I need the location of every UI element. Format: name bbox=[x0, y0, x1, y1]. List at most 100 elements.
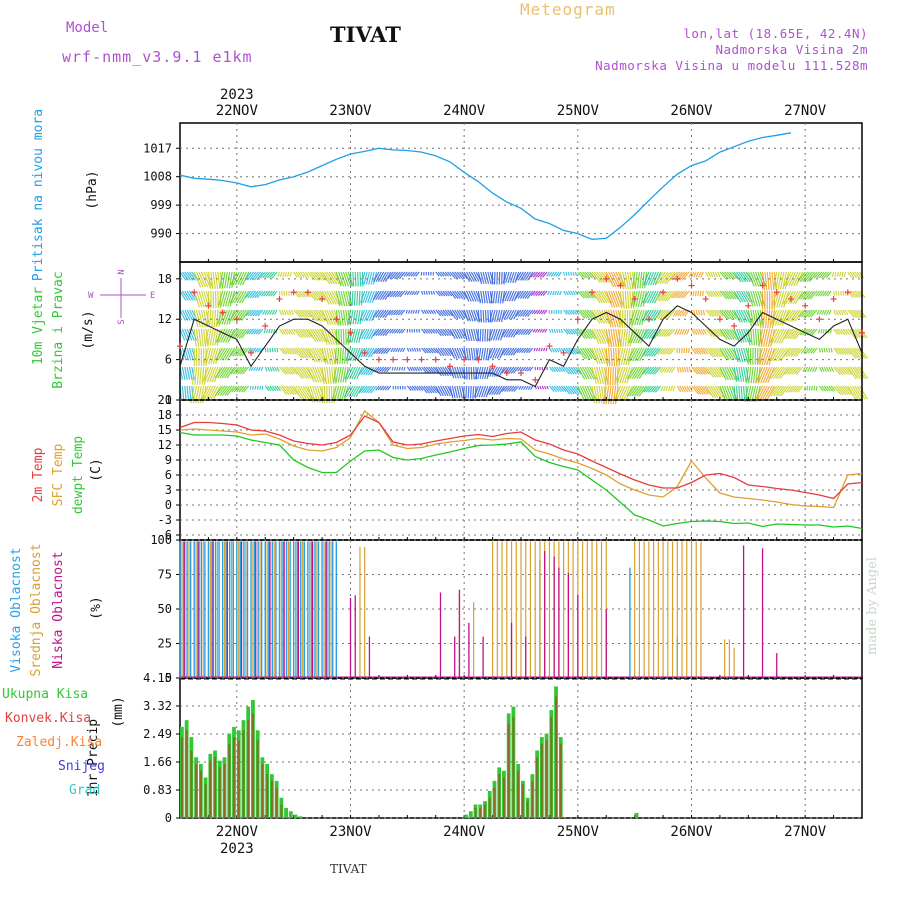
wind-barb bbox=[295, 290, 302, 298]
wind-barb bbox=[693, 366, 701, 375]
wind-barb bbox=[551, 347, 555, 353]
wind-barb bbox=[355, 385, 363, 398]
wind-barb bbox=[579, 385, 587, 400]
wind-barb bbox=[186, 347, 192, 361]
wind-barb bbox=[586, 271, 593, 279]
wind-barb bbox=[487, 271, 492, 284]
wind-barb bbox=[627, 328, 631, 347]
wind-barb bbox=[854, 290, 861, 298]
wind-barb bbox=[775, 347, 785, 362]
wind-barb bbox=[818, 328, 820, 334]
wind-barb bbox=[396, 271, 404, 280]
wind-barb bbox=[733, 309, 741, 323]
wind-barb bbox=[563, 385, 571, 395]
wind-barb bbox=[695, 366, 703, 375]
wind-barb bbox=[353, 290, 356, 306]
wind-barb bbox=[470, 271, 478, 282]
wind-barb bbox=[698, 385, 707, 395]
wind-barb bbox=[811, 366, 816, 373]
wind-barb bbox=[532, 328, 536, 333]
wind-barb bbox=[540, 347, 543, 352]
wind-barb bbox=[389, 271, 396, 280]
wind-barb bbox=[208, 385, 217, 401]
wind-barb bbox=[619, 328, 624, 347]
wind-barb bbox=[428, 366, 435, 374]
wind-barb bbox=[199, 366, 202, 385]
wind-barb bbox=[670, 366, 676, 373]
wind-barb bbox=[483, 347, 487, 361]
wind-barb bbox=[570, 385, 578, 395]
wind-axis-title: 10m Vjetar bbox=[31, 287, 46, 365]
wind-barb bbox=[345, 290, 350, 307]
pressure-line bbox=[179, 132, 792, 240]
wind-barb bbox=[396, 328, 401, 334]
wind-barb bbox=[671, 290, 678, 299]
wind-barb bbox=[286, 347, 293, 355]
precip-conv-bar bbox=[199, 770, 202, 818]
wind-barb bbox=[707, 309, 715, 317]
wind-barb bbox=[520, 328, 527, 335]
wind-barb bbox=[818, 366, 823, 372]
wind-barb bbox=[250, 366, 254, 372]
wind-barb bbox=[408, 271, 413, 277]
wind-barb bbox=[267, 366, 271, 372]
precip-conv-bar bbox=[218, 767, 221, 818]
wind-barb bbox=[428, 347, 434, 354]
wind-barb bbox=[480, 385, 487, 398]
wind-barb bbox=[345, 309, 349, 326]
wind-barb bbox=[551, 366, 557, 373]
wind-barb bbox=[586, 366, 595, 380]
wind-barb bbox=[435, 309, 442, 317]
wind-barb bbox=[305, 328, 314, 338]
cloud-unit: (%) bbox=[89, 596, 104, 619]
wind-barb bbox=[487, 347, 494, 359]
wind-barb bbox=[747, 290, 754, 307]
wind-barb bbox=[575, 347, 582, 355]
wind-barb bbox=[548, 385, 555, 392]
wind-barb bbox=[735, 271, 744, 283]
wind-barb bbox=[337, 366, 342, 383]
wind-barb bbox=[360, 328, 368, 340]
wind-barb bbox=[473, 328, 478, 342]
wind-barb bbox=[740, 328, 747, 343]
wind-barb bbox=[755, 366, 764, 384]
wind-barb bbox=[753, 385, 759, 402]
wind-barb bbox=[413, 347, 417, 352]
precip-conv-bar bbox=[484, 804, 486, 818]
wind-barb bbox=[676, 385, 682, 393]
wind-barb bbox=[538, 347, 541, 352]
wind-barb bbox=[619, 271, 625, 290]
wind-barb bbox=[286, 309, 290, 316]
wind-barb bbox=[458, 290, 466, 300]
wind-barb bbox=[719, 366, 727, 381]
wind-barb bbox=[286, 271, 290, 277]
wind-barb bbox=[468, 347, 472, 361]
wind-barb bbox=[224, 271, 228, 289]
wind-barb bbox=[842, 309, 847, 316]
wind-barb bbox=[224, 366, 233, 379]
wind-barb bbox=[740, 271, 749, 283]
wind-barb bbox=[480, 290, 484, 304]
wind-barb bbox=[517, 290, 524, 299]
wind-barb bbox=[323, 290, 333, 305]
wind-barb bbox=[380, 271, 387, 282]
wind-barb bbox=[525, 347, 531, 354]
wind-barb bbox=[859, 309, 867, 319]
precip-conv-bar bbox=[180, 737, 183, 818]
wind-barb bbox=[721, 328, 730, 340]
wind-barb bbox=[797, 271, 806, 283]
wind-barb bbox=[735, 309, 744, 323]
wind-barb bbox=[375, 290, 382, 301]
y-tick-label: 12 bbox=[158, 312, 172, 326]
wind-barb bbox=[740, 385, 743, 402]
y-tick-label: 0 bbox=[165, 671, 172, 685]
wind-barb bbox=[610, 385, 614, 405]
wind-barb bbox=[752, 309, 757, 327]
wind-barb bbox=[473, 347, 476, 361]
wind-axis-subtitle: Brzina i Pravac bbox=[51, 271, 66, 388]
model-name: wrf-nmm_v3.9.1 e1km bbox=[62, 48, 253, 66]
wind-barb bbox=[788, 366, 797, 375]
wind-barb bbox=[508, 385, 515, 392]
wind-barb bbox=[195, 328, 200, 347]
wind-barb bbox=[815, 385, 818, 391]
